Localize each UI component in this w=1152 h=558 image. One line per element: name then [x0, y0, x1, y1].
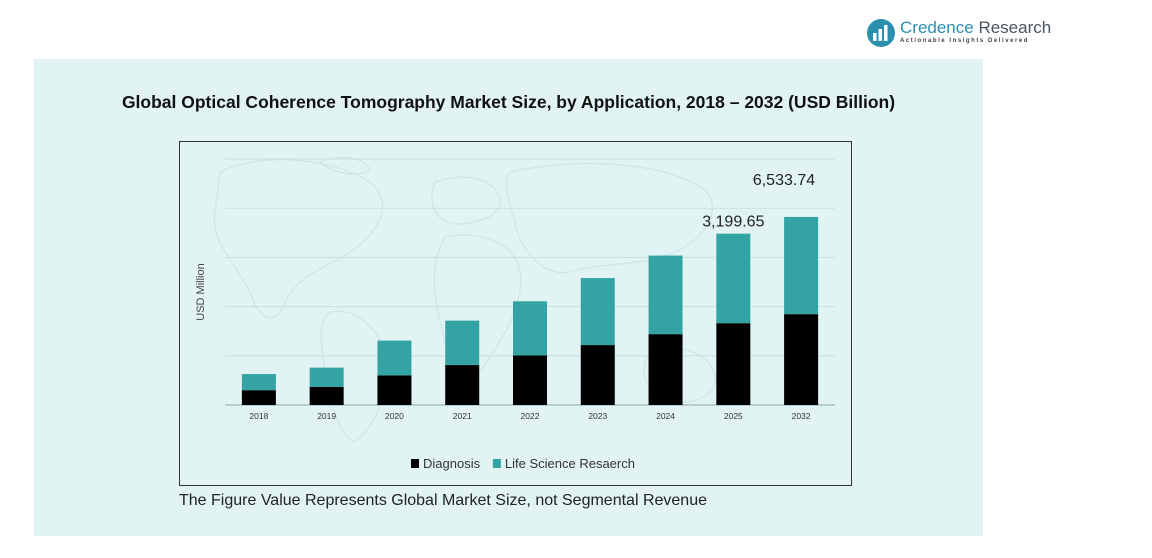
x-tick-label: 2024: [656, 411, 675, 421]
bar-life-science-resaerch-2020: [377, 340, 412, 376]
bar-life-science-resaerch-2019: [309, 367, 344, 387]
bar-diagnosis-2032: [784, 314, 819, 405]
chart-panel: Global Optical Coherence Tomography Mark…: [34, 59, 983, 536]
footnote: The Figure Value Represents Global Marke…: [179, 492, 707, 509]
bar-life-science-resaerch-2025: [716, 233, 751, 324]
legend-swatch: [492, 459, 501, 468]
bar-diagnosis-2021: [445, 365, 480, 405]
bar-diagnosis-2019: [309, 386, 344, 405]
x-tick-label: 2020: [385, 411, 404, 421]
bar-diagnosis-2025: [716, 323, 751, 405]
bar-life-science-resaerch-2024: [648, 255, 683, 335]
chart-bars: [241, 216, 819, 405]
data-label-2032: 6,533.74: [753, 172, 815, 189]
chart-title: Global Optical Coherence Tomography Mark…: [121, 92, 896, 112]
legend-swatch: [411, 459, 419, 468]
y-axis-label: USD Million: [195, 263, 207, 320]
data-label-2025: 3,199.65: [702, 214, 764, 231]
bar-life-science-resaerch-2032: [784, 216, 819, 315]
brand-tagline: Actionable Insights Delivered: [900, 38, 1029, 44]
brand-name: Credence Research: [900, 18, 1051, 38]
bar-life-science-resaerch-2023: [580, 278, 615, 346]
brand-name-part2: Research: [978, 18, 1052, 37]
x-tick-label: 2019: [317, 411, 336, 421]
x-tick-label: 2023: [588, 411, 607, 421]
bar-diagnosis-2024: [648, 334, 683, 405]
bar-diagnosis-2018: [241, 390, 276, 405]
bar-chart-logo-icon: [867, 19, 895, 47]
x-axis-ticks: 2018 2019 2020 2021 2022 2023 2024 2025 2032: [249, 411, 810, 421]
chart-annotations: 3,199.65 6,533.74: [702, 172, 815, 231]
bar-life-science-resaerch-2021: [445, 320, 480, 366]
x-tick-label: 2018: [249, 411, 268, 421]
bar-diagnosis-2023: [580, 345, 615, 405]
bar-life-science-resaerch-2022: [513, 301, 547, 356]
credence-research-logo: Credence Research Actionable Insights De…: [866, 16, 1056, 48]
legend-label: Life Science Resaerch: [505, 456, 635, 471]
x-tick-label: 2021: [453, 411, 472, 421]
chart-legend: Diagnosis Life Science Resaerch: [411, 456, 635, 471]
brand-name-part1: Credence: [900, 18, 974, 37]
x-tick-label: 2022: [521, 411, 540, 421]
bar-life-science-resaerch-2018: [241, 374, 276, 391]
x-tick-label: 2032: [792, 411, 811, 421]
bar-diagnosis-2020: [377, 375, 412, 405]
chart-frame: 2018 2019 2020 2021 2022 2023 2024 2025 2032 3,1…: [179, 141, 852, 486]
legend-label: Diagnosis: [423, 456, 481, 471]
chart-svg: 2018 2019 2020 2021 2022 2023 2024 2025 2032 3,1…: [195, 156, 835, 471]
x-tick-label: 2025: [724, 411, 743, 421]
bar-diagnosis-2022: [513, 355, 547, 405]
